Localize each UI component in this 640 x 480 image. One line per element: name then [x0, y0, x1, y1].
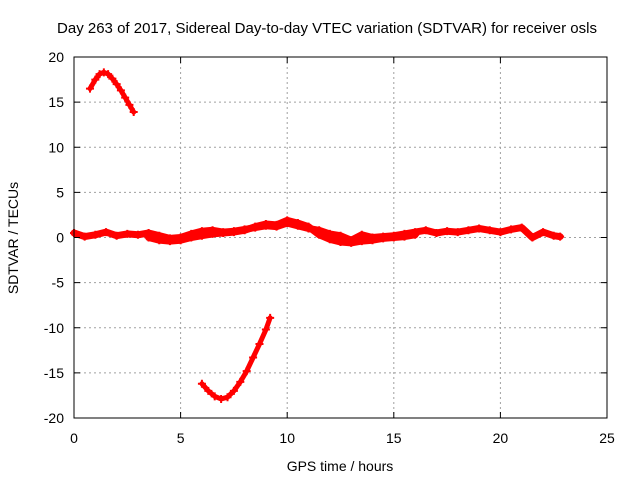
- y-tick-label: -20: [44, 410, 64, 426]
- data-point: [85, 84, 94, 93]
- data-point: [556, 232, 565, 241]
- data-point: [453, 228, 462, 237]
- y-tick-label: -5: [52, 275, 65, 291]
- data-point: [219, 228, 228, 237]
- data-point: [400, 232, 409, 241]
- data-point: [315, 230, 324, 239]
- data-point: [204, 386, 213, 395]
- data-point: [80, 232, 89, 241]
- data-point: [210, 392, 219, 401]
- data-point: [464, 226, 473, 235]
- x-tick-label: 5: [177, 430, 185, 446]
- data-point: [217, 395, 226, 404]
- data-point: [517, 223, 526, 232]
- data-point: [304, 222, 313, 231]
- data-point: [272, 220, 281, 229]
- y-tick-label: -15: [44, 365, 64, 381]
- data-point: [116, 86, 125, 95]
- data-point: [125, 100, 134, 109]
- data-point: [528, 233, 537, 242]
- data-point: [129, 108, 138, 117]
- y-axis-label: SDTVAR / TECUs: [5, 182, 21, 294]
- axis-ticks: [73, 56, 608, 419]
- data-point: [165, 237, 174, 246]
- data-point: [229, 228, 238, 237]
- chart-title: Day 263 of 2017, Sidereal Day-to-day VTE…: [57, 20, 597, 37]
- data-point: [229, 386, 238, 395]
- y-tick-label: 15: [48, 94, 64, 110]
- data-point: [411, 230, 420, 239]
- data-point: [347, 238, 356, 247]
- data-point: [208, 229, 217, 238]
- x-tick-label: 0: [70, 430, 78, 446]
- data-point: [266, 313, 275, 322]
- data-point: [91, 75, 100, 84]
- data-point: [176, 236, 185, 245]
- data-point: [101, 228, 110, 237]
- x-tick-label: 10: [279, 430, 295, 446]
- series-arc-low: [199, 315, 273, 402]
- data-point: [144, 233, 153, 242]
- data-point: [112, 80, 121, 89]
- data-series: [70, 68, 565, 404]
- x-tick-label: 25: [599, 430, 615, 446]
- x-tick-labels: 0 5 10 15 20 25: [70, 430, 615, 446]
- data-point: [539, 228, 548, 237]
- data-point: [104, 70, 113, 79]
- data-point: [108, 74, 117, 83]
- data-point: [123, 229, 132, 238]
- y-tick-label: 20: [48, 49, 64, 65]
- data-point: [432, 228, 441, 237]
- data-point: [155, 236, 164, 245]
- data-point: [507, 225, 516, 234]
- data-point: [255, 339, 264, 348]
- data-point: [261, 219, 270, 228]
- data-point: [133, 230, 142, 239]
- data-point: [197, 379, 206, 388]
- y-tick-label: -10: [44, 320, 64, 336]
- y-tick-label: 10: [48, 139, 64, 155]
- data-point: [389, 233, 398, 242]
- x-tick-label: 15: [386, 430, 402, 446]
- data-point: [197, 231, 206, 240]
- y-tick-labels: -20 -15 -10 -5 0 5 10 15 20: [44, 49, 64, 426]
- data-point: [223, 393, 232, 402]
- data-point: [112, 231, 121, 240]
- data-point: [236, 377, 245, 386]
- x-axis-label: GPS time / hours: [287, 458, 394, 474]
- data-point: [357, 237, 366, 246]
- data-point: [99, 68, 108, 77]
- data-point: [249, 353, 258, 362]
- data-point: [187, 233, 196, 242]
- data-point: [485, 226, 494, 235]
- data-point: [475, 224, 484, 233]
- data-point: [336, 238, 345, 247]
- data-point: [368, 236, 377, 245]
- data-point: [91, 230, 100, 239]
- data-point: [240, 226, 249, 235]
- data-point: [95, 70, 104, 79]
- x-tick-label: 20: [493, 430, 509, 446]
- data-point: [261, 325, 270, 334]
- data-point: [251, 222, 260, 231]
- y-tick-label: 0: [56, 230, 64, 246]
- data-point: [325, 235, 334, 244]
- data-point: [283, 216, 292, 225]
- data-point: [242, 367, 251, 376]
- data-point: [496, 228, 505, 237]
- data-point: [121, 93, 130, 102]
- data-point: [379, 234, 388, 243]
- data-point: [293, 219, 302, 228]
- data-point: [421, 226, 430, 235]
- data-point: [443, 227, 452, 236]
- y-tick-label: 5: [56, 184, 64, 200]
